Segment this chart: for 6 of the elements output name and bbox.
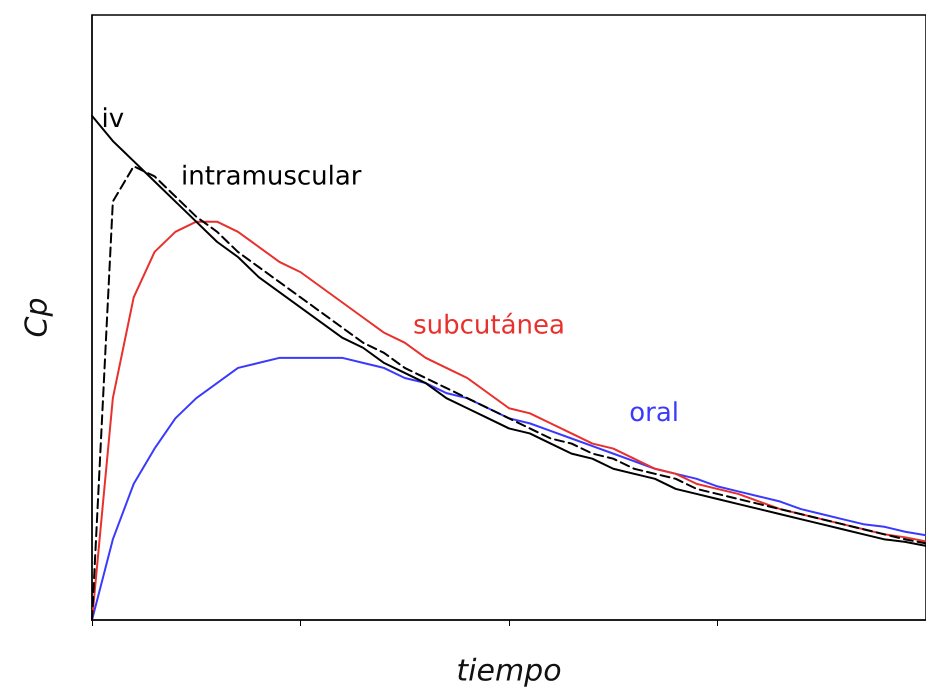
x-axis-title: tiempo [456,654,562,688]
series-label: oral [629,398,679,428]
series-label: iv [102,104,124,134]
y-axis-title: Cp [20,298,54,338]
series-label: intramuscular [181,162,362,192]
series-label: subcutánea [413,310,565,340]
